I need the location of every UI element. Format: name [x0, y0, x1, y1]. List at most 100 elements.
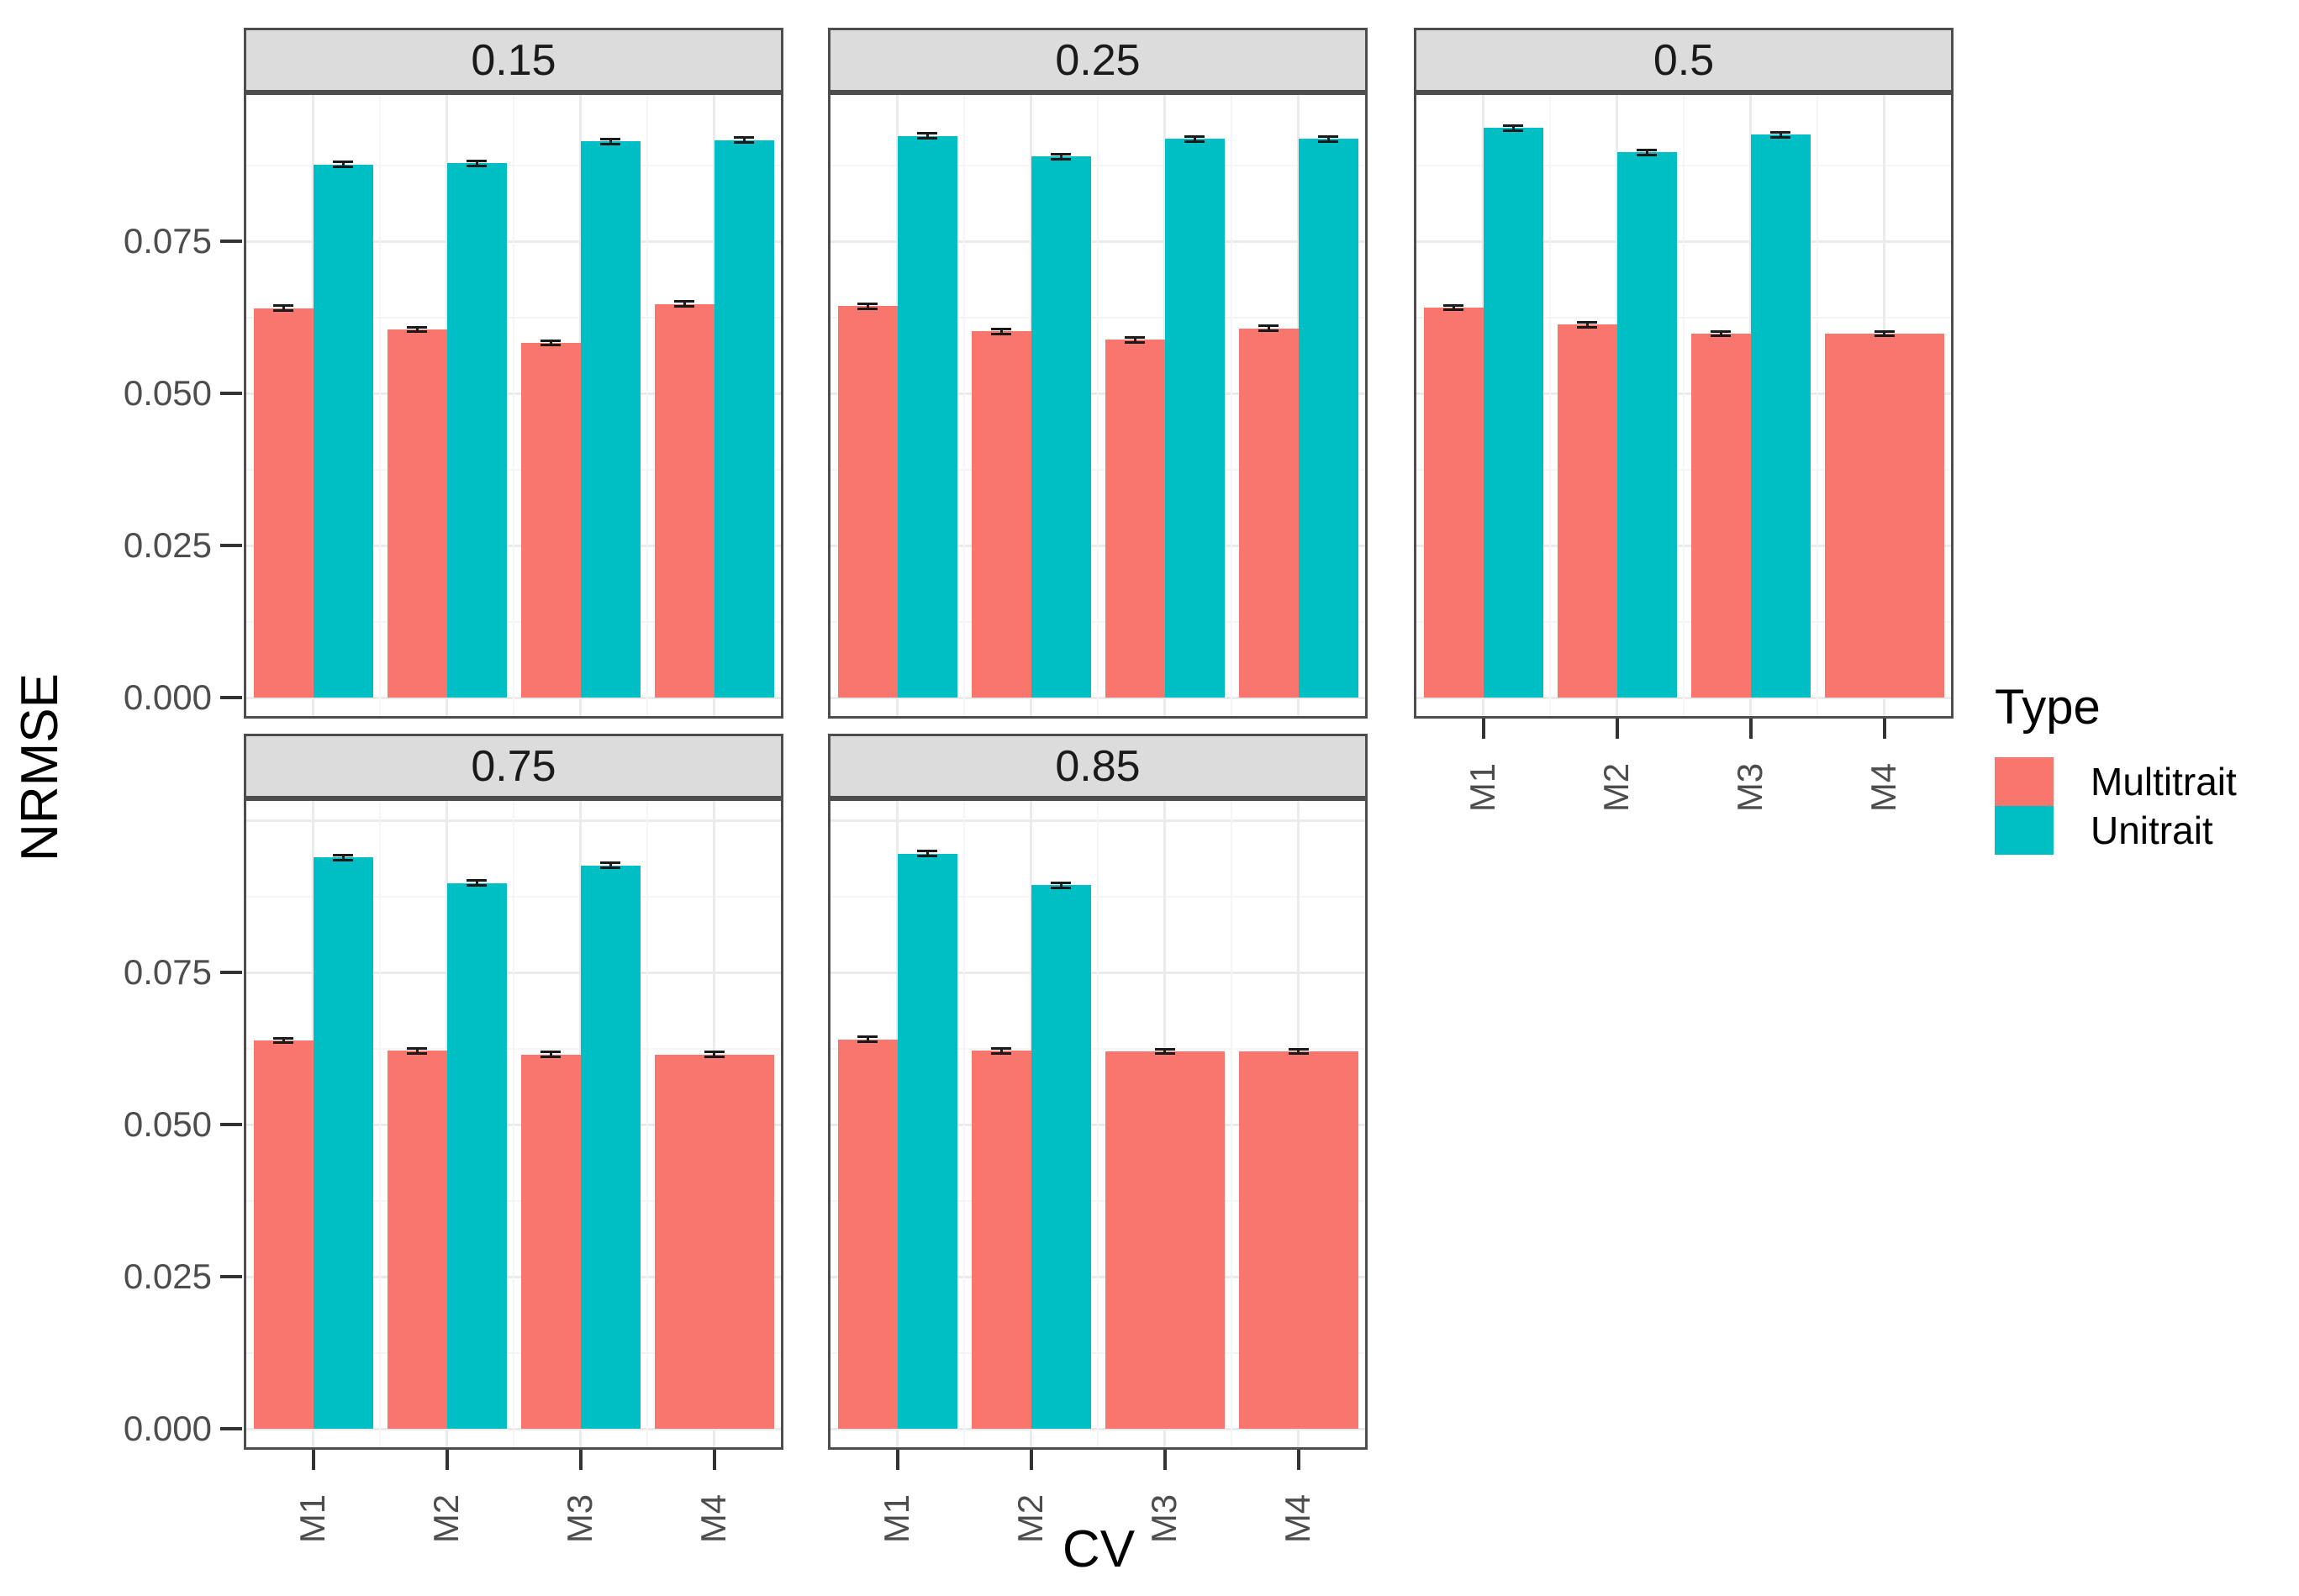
- bar-multitrait-M2: [387, 1051, 447, 1429]
- error-bar-cap-bottom: [1125, 340, 1145, 344]
- gridline-minor-vertical: [1097, 801, 1099, 1447]
- error-bar-cap-top: [1154, 1047, 1175, 1051]
- error-bar-cap-bottom: [917, 137, 937, 140]
- bar-multitrait-M2: [971, 1051, 1031, 1429]
- x-axis-tick-label: M1: [1433, 744, 1534, 831]
- error-bar-cap-bottom: [407, 330, 427, 334]
- error-bar-cap-bottom: [540, 1056, 561, 1059]
- bar-unitrait-M2: [1031, 885, 1091, 1429]
- error-bar-cap-top: [1443, 303, 1463, 307]
- error-bar-cap-bottom: [467, 164, 487, 167]
- gridline-minor-vertical: [1231, 95, 1232, 716]
- error-bar-cap-bottom: [1443, 308, 1463, 312]
- x-axis-tick-label: M2: [981, 1475, 1082, 1562]
- error-bar-cap-top: [1051, 153, 1071, 156]
- facet-strip: 0.15: [244, 28, 783, 92]
- facet-strip: 0.75: [244, 734, 783, 798]
- error-bar-whisker: [549, 1051, 552, 1059]
- x-axis-tick-label-text: M2: [1596, 762, 1637, 813]
- error-bar-cap-bottom: [333, 858, 353, 861]
- error-bar-cap-bottom: [1711, 334, 1731, 338]
- error-bar-whisker: [1511, 124, 1515, 132]
- gridline-minor-vertical: [1097, 95, 1099, 716]
- y-axis-tick-label: 0.075: [123, 952, 212, 992]
- y-axis-tick: [220, 544, 242, 547]
- legend-key-unitrait: Unitrait: [1995, 806, 2237, 855]
- error-bar-cap-top: [734, 136, 754, 140]
- error-bar-whisker: [866, 1035, 869, 1043]
- bar-unitrait-M3: [580, 141, 641, 698]
- bar-multitrait-M4: [1824, 334, 1944, 698]
- bar-unitrait-M3: [580, 865, 641, 1429]
- facet-strip-label: 0.25: [1055, 35, 1141, 85]
- y-axis-tick-label: 0.050: [123, 1104, 212, 1144]
- gridline-minor-vertical: [513, 95, 514, 716]
- bar-multitrait-M4: [654, 1054, 774, 1429]
- error-bar-cap-top: [917, 132, 937, 135]
- gridline-minor-vertical: [1817, 95, 1818, 716]
- facet-panel: [244, 798, 783, 1450]
- y-axis-tick: [220, 1275, 242, 1278]
- gridline-minor-vertical: [1231, 801, 1232, 1447]
- error-bar-cap-top: [917, 850, 937, 853]
- facet-panel: [828, 798, 1368, 1450]
- error-bar-cap-top: [991, 327, 1011, 330]
- x-axis-tick-label-text: M4: [1278, 1493, 1318, 1544]
- facet-strip-label: 0.15: [471, 35, 556, 85]
- bar-multitrait-M2: [1557, 324, 1617, 698]
- x-axis-tick: [1615, 719, 1619, 739]
- error-bar-cap-top: [1711, 329, 1731, 333]
- legend-label-multitrait: Multitrait: [2091, 760, 2237, 803]
- bar-unitrait-M1: [313, 164, 373, 698]
- error-bar-cap-top: [407, 325, 427, 329]
- legend-swatch-unitrait: [1995, 806, 2054, 855]
- x-axis-tick-label: M3: [1115, 1475, 1215, 1562]
- error-bar-cap-top: [333, 161, 353, 164]
- error-bar-whisker: [925, 132, 929, 140]
- error-bar-cap-top: [407, 1047, 427, 1051]
- error-bar-cap-top: [273, 304, 293, 308]
- x-axis-tick-label-text: M3: [1144, 1493, 1184, 1544]
- error-bar-whisker: [1163, 1047, 1166, 1056]
- error-bar-cap-top: [1637, 148, 1657, 151]
- bar-unitrait-M4: [714, 140, 774, 698]
- bar-unitrait-M2: [1031, 156, 1091, 698]
- gridline-minor-vertical: [379, 95, 381, 716]
- error-bar-cap-bottom: [734, 141, 754, 145]
- x-axis-tick-label: M2: [397, 1475, 498, 1562]
- error-bar-cap-bottom: [1154, 1052, 1175, 1056]
- error-bar-cap-bottom: [407, 1051, 427, 1055]
- error-bar-cap-top: [991, 1047, 1011, 1051]
- error-bar-cap-top: [540, 1051, 561, 1054]
- x-axis-tick-label-text: M3: [1730, 762, 1770, 813]
- error-bar-whisker: [1645, 148, 1648, 156]
- error-bar-cap-bottom: [600, 866, 620, 869]
- error-bar-cap-bottom: [273, 1041, 293, 1045]
- error-bar-cap-bottom: [857, 1040, 878, 1043]
- x-axis-tick-label: M3: [530, 1475, 631, 1562]
- x-axis-tick-label-text: M4: [1864, 762, 1904, 813]
- error-bar-cap-bottom: [1051, 157, 1071, 161]
- error-bar-cap-top: [600, 137, 620, 140]
- y-axis-tick: [220, 1123, 242, 1126]
- error-bar-cap-bottom: [1184, 140, 1205, 143]
- error-bar-whisker: [341, 161, 345, 169]
- gridline-minor-vertical: [513, 801, 514, 1447]
- legend-key-multitrait: Multitrait: [1995, 757, 2237, 806]
- error-bar-whisker: [1452, 303, 1455, 312]
- error-bar-whisker: [282, 1036, 285, 1045]
- y-axis-tick-label: 0.000: [123, 677, 212, 717]
- facet-strip: 0.25: [828, 28, 1368, 92]
- error-bar-whisker: [1779, 130, 1782, 139]
- y-axis-tick-label: 0.000: [123, 1409, 212, 1448]
- error-bar-cap-bottom: [1318, 140, 1338, 143]
- facet-strip: 0.5: [1414, 28, 1954, 92]
- x-axis-tick-label-text: M3: [560, 1493, 600, 1544]
- error-bar-whisker: [475, 879, 478, 887]
- error-bar-whisker: [1059, 153, 1062, 161]
- bar-unitrait-M2: [446, 882, 507, 1429]
- x-axis-tick: [1029, 1450, 1033, 1470]
- x-axis-tick-label: M1: [847, 1475, 948, 1562]
- error-bar-whisker: [1133, 335, 1136, 344]
